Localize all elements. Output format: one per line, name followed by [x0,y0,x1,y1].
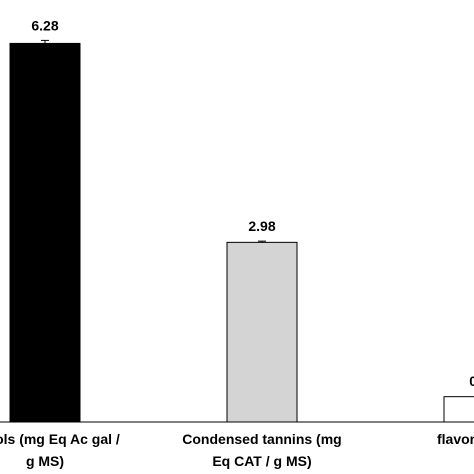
value-label: 0.4 [469,373,474,389]
bar [443,396,474,423]
x-tick-label: henols (mg Eq Ac gal / [0,431,120,447]
x-tick-label: Eq CAT / g MS) [212,453,311,469]
x-tick-label: Condensed tannins (mg [182,431,341,447]
x-tick-label: flavonoids (r [437,431,474,447]
bar [226,241,298,423]
value-label: 2.98 [248,218,275,234]
x-tick-label: g MS) [26,453,64,469]
value-label: 6.28 [31,17,58,33]
bar [9,42,81,423]
